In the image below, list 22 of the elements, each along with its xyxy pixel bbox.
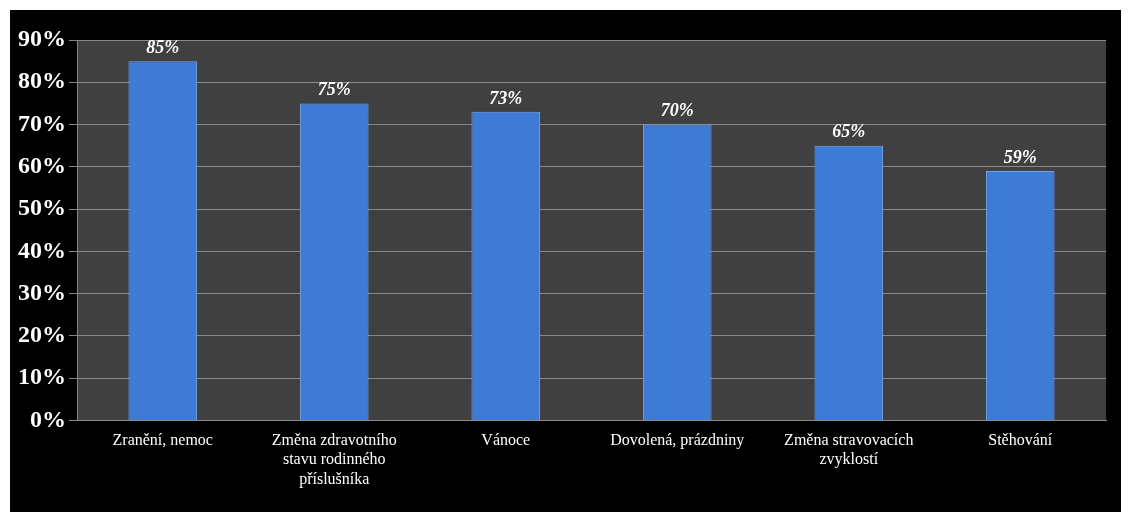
y-tick-label: 30%: [18, 278, 66, 305]
y-tick-label: 10%: [18, 363, 66, 390]
y-tick-label: 80%: [18, 67, 66, 94]
data-label: 73%: [489, 87, 523, 108]
x-tick-label: Dovolená, prázdniny: [610, 431, 745, 450]
data-label: 65%: [832, 121, 866, 142]
x-tick-label: Stěhování: [988, 431, 1053, 449]
data-label: 85%: [146, 36, 180, 57]
data-label: 59%: [1003, 146, 1037, 167]
y-tick-label: 20%: [18, 321, 66, 348]
y-tick-label: 70%: [18, 109, 66, 136]
x-tick-label: Změna stravovacích zvyklostí: [784, 431, 914, 469]
x-tick-label: Vánoce: [481, 431, 531, 449]
y-tick-label: 60%: [18, 152, 66, 178]
y-tick-label: 90%: [18, 25, 66, 52]
y-tick-label: 50%: [18, 194, 66, 221]
y-tick-label: 40%: [18, 236, 66, 263]
y-tick-label: 0%: [30, 405, 66, 432]
data-label: 70%: [660, 100, 694, 121]
data-label: 75%: [317, 79, 351, 100]
x-tick-label: Změna zdravotního stavu rodinného příslušníka: [271, 431, 397, 488]
x-tick-label: Zranění, nemoc: [112, 431, 213, 449]
